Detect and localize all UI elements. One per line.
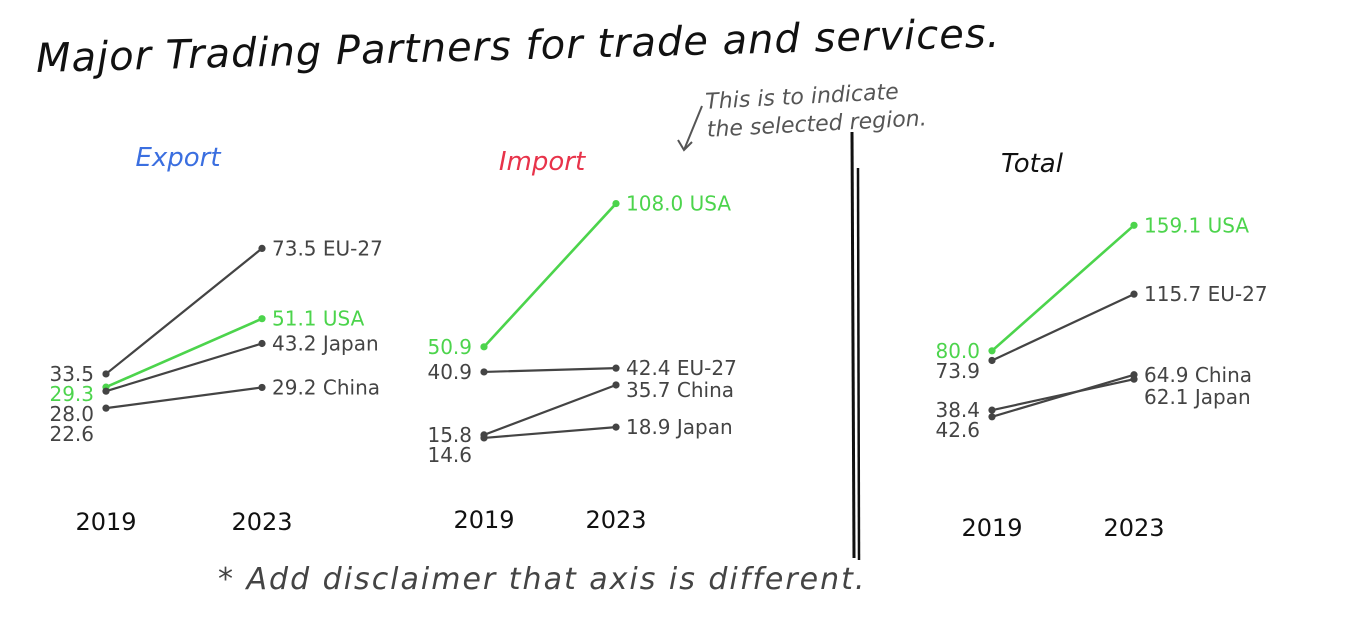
total-year-2023: 2023: [1103, 514, 1164, 542]
total-line-usa: [990, 223, 1136, 353]
import-start-label-china: 15.8: [427, 423, 472, 447]
import-point-2019-eu-27: [480, 368, 488, 376]
total-point-2023-usa: [1130, 221, 1138, 229]
export-year-2023: 2023: [231, 508, 292, 536]
total-start-label-china: 42.6: [935, 418, 980, 442]
import-line-eu-27: [482, 367, 618, 374]
export-point-2023-japan: [258, 339, 266, 348]
export-point-2023-eu-27: [258, 244, 266, 252]
total-end-label-usa: 159.1 USA: [1144, 213, 1249, 237]
import-point-2023-eu-27: [612, 364, 620, 372]
export-start-label-usa: 29.3: [49, 382, 94, 406]
export-end-label-china: 29.2 China: [272, 375, 380, 399]
total-year-2019: 2019: [961, 514, 1022, 542]
export-point-2019-eu-27: [102, 370, 110, 378]
total-point-2019-japan: [988, 406, 996, 414]
export-line-usa: [104, 317, 264, 389]
import-point-2019-usa: [480, 343, 488, 351]
import-end-label-japan: 18.9 Japan: [626, 415, 733, 439]
total-end-label-eu-27: 115.7 EU-27: [1144, 282, 1268, 306]
export-point-2019-china: [102, 404, 110, 412]
export-panel-title: Export: [135, 143, 221, 173]
import-start-label-eu-27: 40.9: [427, 360, 472, 384]
export-end-label-usa: 51.1 USA: [272, 307, 365, 331]
total-point-2019-usa: [988, 347, 996, 355]
export-line-china: [104, 386, 264, 410]
export-year-2019: 2019: [75, 508, 136, 536]
total-line-eu-27: [990, 293, 1136, 362]
disclaimer-note: * Add disclaimer that axis is different.: [218, 562, 867, 597]
import-point-2019-japan: [480, 434, 488, 442]
total-line-japan: [990, 378, 1136, 412]
total-start-label-eu-27: 73.9: [935, 359, 980, 383]
import-year-2019: 2019: [453, 506, 514, 534]
export-point-2019-japan: [102, 387, 110, 395]
import-end-label-eu-27: 42.4 EU-27: [626, 356, 737, 380]
import-year-2023: 2023: [585, 506, 646, 534]
import-panel-title: Import: [499, 147, 586, 177]
total-start-label-japan: 38.4: [935, 398, 980, 422]
import-start-label-usa: 50.9: [427, 335, 472, 359]
total-point-2023-eu-27: [1130, 290, 1138, 298]
export-end-label-japan: 43.2 Japan: [272, 331, 379, 355]
total-panel-title: Total: [1001, 149, 1064, 179]
total-point-2023-japan: [1130, 375, 1138, 383]
import-line-japan: [482, 426, 618, 440]
export-line-eu-27: [104, 247, 264, 376]
annotation-arrow-icon: [677, 105, 703, 152]
total-start-label-usa: 80.0: [935, 339, 980, 363]
import-start-label-japan: 14.6: [427, 443, 472, 467]
total-end-label-japan: 62.1 Japan: [1144, 385, 1251, 409]
export-point-2023-usa: [258, 315, 266, 323]
import-point-2023-usa: [612, 199, 620, 208]
total-point-2019-eu-27: [988, 356, 996, 365]
export-start-label-china: 22.6: [49, 422, 94, 446]
export-line-japan: [104, 342, 264, 393]
panel-divider: [850, 131, 861, 561]
export-end-label-eu-27: 73.5 EU-27: [272, 236, 383, 260]
import-end-label-china: 35.7 China: [626, 378, 734, 402]
export-start-label-eu-27: 33.5: [49, 362, 94, 386]
total-point-2019-china: [988, 413, 996, 421]
total-end-label-china: 64.9 China: [1144, 363, 1252, 387]
import-end-label-usa: 108.0 USA: [626, 192, 731, 216]
export-start-label-japan: 28.0: [49, 402, 94, 426]
import-point-2023-china: [612, 381, 620, 389]
import-line-china: [482, 383, 618, 437]
import-line-usa: [482, 202, 618, 349]
import-point-2023-japan: [612, 423, 620, 431]
export-point-2023-china: [258, 383, 266, 392]
